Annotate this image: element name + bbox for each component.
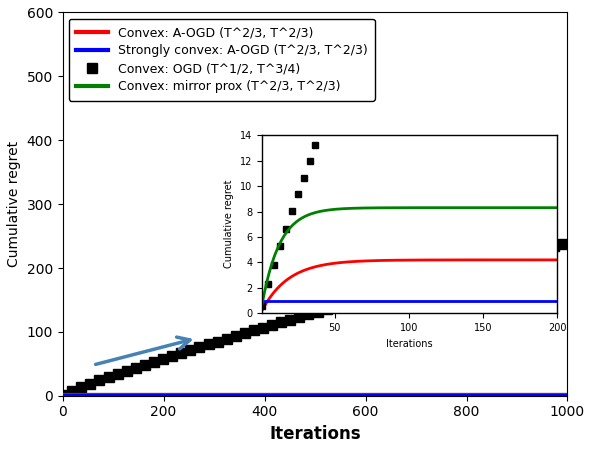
Y-axis label: Cumulative regret: Cumulative regret	[7, 141, 21, 267]
X-axis label: Iterations: Iterations	[269, 425, 361, 443]
Legend: Convex: A-OGD (T^2/3, T^2/3), Strongly convex: A-OGD (T^2/3, T^2/3), Convex: OGD: Convex: A-OGD (T^2/3, T^2/3), Strongly c…	[69, 19, 375, 101]
